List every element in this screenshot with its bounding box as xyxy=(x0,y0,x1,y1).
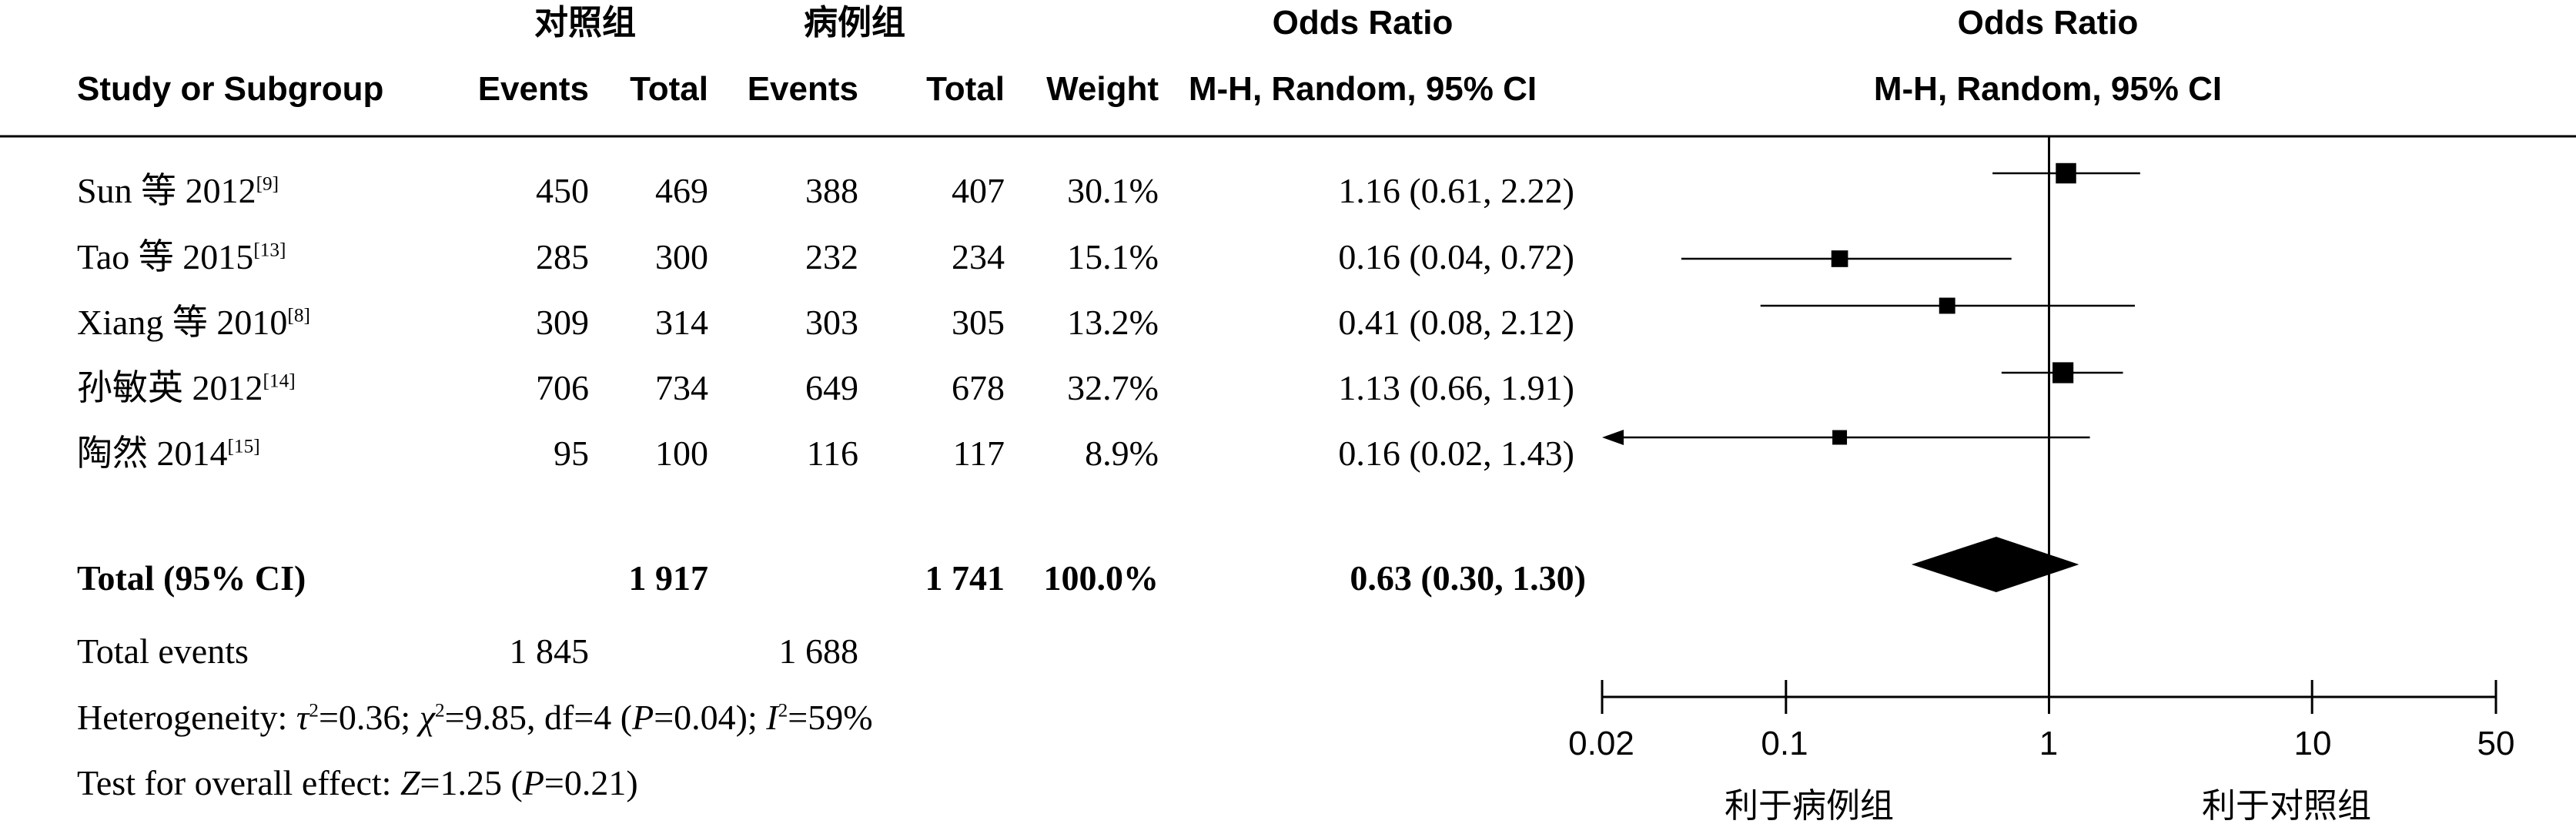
control-total: 734 xyxy=(655,368,708,407)
study-name: 陶然 2014[15] xyxy=(77,434,260,473)
study-point xyxy=(1831,250,1848,267)
control-total: 469 xyxy=(655,171,708,210)
study-ref: [15] xyxy=(227,435,260,457)
axis-tick-label: 0.02 xyxy=(1568,725,1634,762)
or-column-method: M-H, Random, 95% CI xyxy=(1188,70,1537,108)
pooled-diamond xyxy=(1911,537,2079,592)
control-group-header: 对照组 xyxy=(534,4,636,42)
or-ci: 0.41 (0.08, 2.12) xyxy=(1338,303,1574,342)
study-name: 孙敏英 2012[14] xyxy=(77,368,296,407)
study-point xyxy=(1832,430,1848,445)
control-events-header: Events xyxy=(477,70,589,108)
control-events: 95 xyxy=(554,434,589,473)
or-ci: 1.13 (0.66, 1.91) xyxy=(1338,368,1574,407)
weight: 8.9% xyxy=(1085,434,1159,473)
weight-header: Weight xyxy=(1046,70,1159,108)
study-name: Sun 等 2012[9] xyxy=(77,171,279,210)
or-ci: 0.16 (0.04, 0.72) xyxy=(1338,237,1574,276)
weight: 30.1% xyxy=(1067,171,1159,210)
or-ci: 1.16 (0.61, 2.22) xyxy=(1338,171,1574,210)
case-total: 305 xyxy=(952,303,1005,342)
overall-effect-text: Test for overall effect: Z=1.25 (P=0.21) xyxy=(77,763,638,802)
study-name: Xiang 等 2010[8] xyxy=(77,303,310,342)
control-events: 706 xyxy=(536,368,589,407)
study-name: Tao 等 2015[13] xyxy=(77,237,286,276)
heterogeneity-text: Heterogeneity: τ2=0.36; χ2=9.85, df=4 (P… xyxy=(77,698,873,737)
study-column-header: Study or Subgroup xyxy=(77,70,384,108)
favors-case-label: 利于病例组 xyxy=(1725,787,1894,825)
control-events: 450 xyxy=(536,171,589,210)
axis-tick-label: 10 xyxy=(2293,725,2332,762)
control-total-header: Total xyxy=(630,70,708,108)
total-case: 1 741 xyxy=(925,558,1005,598)
case-group-header: 病例组 xyxy=(804,4,905,42)
case-events: 649 xyxy=(805,368,858,407)
case-events: 232 xyxy=(805,237,858,276)
control-total: 100 xyxy=(655,434,708,473)
plot-title: Odds Ratio xyxy=(1957,4,2139,42)
weight: 15.1% xyxy=(1067,237,1159,276)
control-total: 314 xyxy=(655,303,708,342)
case-total: 234 xyxy=(952,237,1005,276)
or-column-title: Odds Ratio xyxy=(1272,4,1454,42)
case-events-header: Events xyxy=(747,70,858,108)
weight: 13.2% xyxy=(1067,303,1159,342)
control-total: 300 xyxy=(655,237,708,276)
plot-method: M-H, Random, 95% CI xyxy=(1873,70,2223,108)
case-total: 407 xyxy=(952,171,1005,210)
study-ref: [13] xyxy=(253,239,286,261)
total-control: 1 917 xyxy=(628,558,709,598)
study-ref: [14] xyxy=(263,370,296,392)
axis-tick-label: 50 xyxy=(2477,725,2515,762)
axis-tick-label: 0.1 xyxy=(1761,725,1808,762)
case-total: 117 xyxy=(952,434,1005,473)
study-point xyxy=(2056,162,2076,184)
study-ref: [9] xyxy=(256,172,279,195)
total-events-case: 1 688 xyxy=(778,631,859,671)
study-point xyxy=(2052,362,2074,384)
total-weight: 100.0% xyxy=(1043,558,1159,598)
case-total: 678 xyxy=(952,368,1005,407)
control-events: 285 xyxy=(536,237,589,276)
total-label: Total (95% CI) xyxy=(77,558,306,598)
case-events: 303 xyxy=(805,303,858,342)
axis-tick-label: 1 xyxy=(2039,725,2059,762)
study-ref: [8] xyxy=(287,304,310,327)
case-events: 116 xyxy=(806,434,858,473)
ci-arrow xyxy=(1602,430,1624,445)
total-events-label: Total events xyxy=(77,631,249,671)
total-events-control: 1 845 xyxy=(509,631,590,671)
favors-control-label: 利于对照组 xyxy=(2202,787,2371,825)
case-total-header: Total xyxy=(926,70,1005,108)
study-point xyxy=(1939,297,1955,314)
control-events: 309 xyxy=(536,303,589,342)
case-events: 388 xyxy=(805,171,858,210)
or-ci: 0.16 (0.02, 1.43) xyxy=(1338,434,1574,473)
total-or-ci: 0.63 (0.30, 1.30) xyxy=(1350,558,1586,598)
weight: 32.7% xyxy=(1067,368,1159,407)
